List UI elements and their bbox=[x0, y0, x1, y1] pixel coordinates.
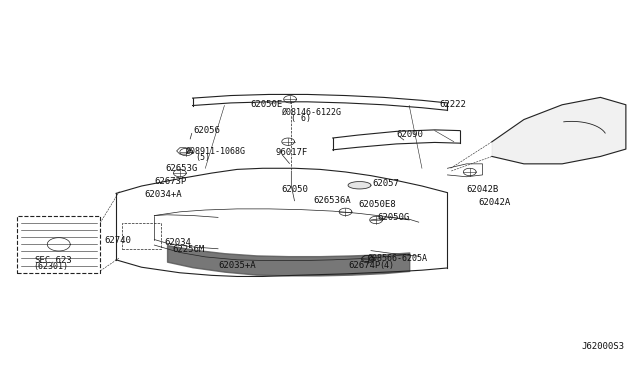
Text: 626536A: 626536A bbox=[314, 196, 351, 205]
Polygon shape bbox=[348, 182, 371, 189]
Text: 62050G: 62050G bbox=[378, 213, 410, 222]
Text: 62674P: 62674P bbox=[349, 261, 381, 270]
Text: 62256M: 62256M bbox=[172, 245, 204, 254]
Text: 62057: 62057 bbox=[372, 179, 399, 187]
Text: 62034: 62034 bbox=[164, 238, 191, 247]
Polygon shape bbox=[492, 97, 626, 164]
Text: 96017F: 96017F bbox=[275, 148, 308, 157]
Text: J62000S3: J62000S3 bbox=[581, 342, 624, 351]
Text: ( 6): ( 6) bbox=[291, 114, 311, 123]
Text: (5): (5) bbox=[196, 153, 211, 162]
Text: 62653G: 62653G bbox=[165, 164, 197, 173]
Text: 62042A: 62042A bbox=[478, 198, 510, 207]
Text: 62050E8: 62050E8 bbox=[358, 200, 396, 209]
Text: (62301): (62301) bbox=[33, 262, 68, 270]
Text: Ø08566-6205A: Ø08566-6205A bbox=[368, 254, 428, 263]
Text: Ø08146-6122G: Ø08146-6122G bbox=[282, 108, 342, 117]
Text: 62042B: 62042B bbox=[467, 185, 499, 194]
Text: 62673P: 62673P bbox=[154, 177, 187, 186]
Text: 62222: 62222 bbox=[440, 100, 467, 109]
Text: 62050: 62050 bbox=[282, 185, 308, 194]
Bar bbox=[17, 215, 100, 273]
Bar bbox=[122, 223, 161, 249]
Text: 62740: 62740 bbox=[104, 236, 131, 245]
Text: (4): (4) bbox=[380, 260, 394, 269]
Text: 62056: 62056 bbox=[194, 126, 221, 135]
Text: 62035+A: 62035+A bbox=[218, 261, 255, 270]
Text: SEC.623: SEC.623 bbox=[35, 256, 72, 265]
Text: 62034+A: 62034+A bbox=[145, 190, 182, 199]
Text: 62090: 62090 bbox=[396, 130, 423, 139]
Text: Ø08911-1068G: Ø08911-1068G bbox=[186, 147, 246, 155]
Text: 62050E: 62050E bbox=[250, 100, 282, 109]
